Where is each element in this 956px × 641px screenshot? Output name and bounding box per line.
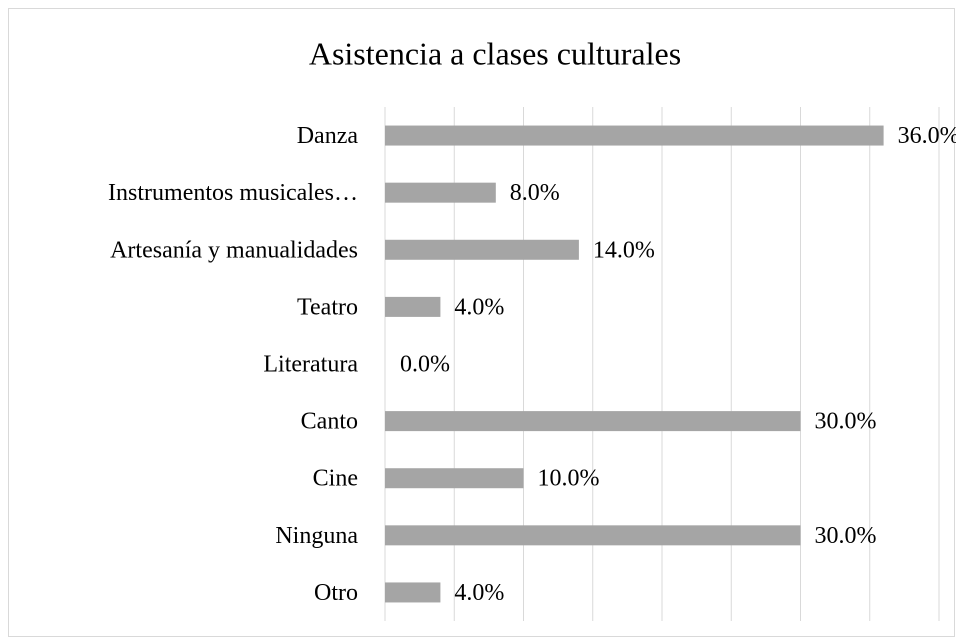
data-label: 0.0% — [400, 352, 450, 378]
data-label: 30.0% — [815, 523, 877, 549]
data-label: 8.0% — [510, 180, 560, 206]
y-tick-label: Literatura — [263, 352, 358, 378]
bar — [385, 125, 884, 146]
bar — [385, 182, 496, 203]
bar — [385, 411, 801, 432]
bar — [385, 296, 441, 317]
y-tick-label: Cine — [313, 466, 358, 492]
y-tick-label: Otro — [314, 580, 358, 606]
y-tick-label: Danza — [297, 123, 359, 149]
data-label: 14.0% — [593, 237, 655, 263]
data-label: 30.0% — [815, 409, 877, 435]
bar — [385, 525, 801, 546]
y-tick-label: Ninguna — [275, 523, 358, 549]
bar — [385, 582, 441, 603]
y-tick-label: Teatro — [297, 294, 358, 320]
y-tick-label: Artesanía y manualidades — [110, 237, 358, 263]
data-label: 4.0% — [454, 580, 504, 606]
bar — [385, 239, 579, 260]
chart-title: Asistencia a clases culturales — [309, 35, 681, 71]
data-label: 4.0% — [454, 294, 504, 320]
data-label: 10.0% — [538, 466, 600, 492]
y-tick-label: Instrumentos musicales… — [108, 180, 358, 206]
bar — [385, 468, 524, 489]
y-tick-label: Canto — [301, 409, 358, 435]
data-label: 36.0% — [898, 123, 956, 149]
